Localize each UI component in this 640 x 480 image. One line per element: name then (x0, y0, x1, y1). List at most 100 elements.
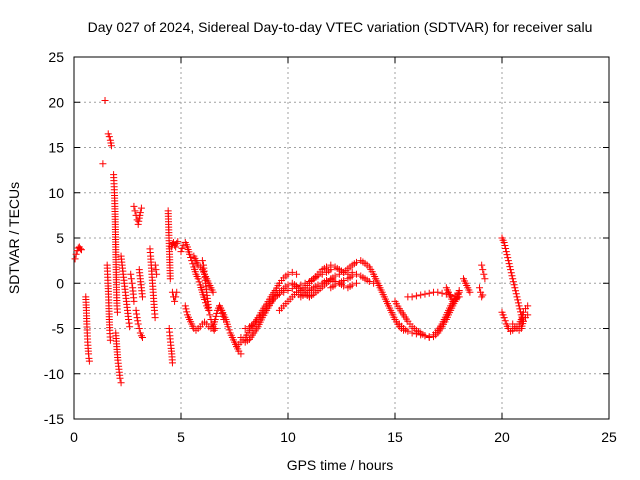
data-point (209, 288, 217, 296)
x-tick-label: 15 (387, 429, 403, 445)
data-point (151, 261, 159, 269)
data-point (187, 253, 195, 261)
data-point (327, 261, 335, 269)
data-point (152, 266, 160, 274)
data-point (434, 288, 442, 296)
data-point (288, 268, 296, 276)
data-point (107, 142, 115, 150)
data-point (323, 263, 331, 271)
data-point (502, 245, 510, 253)
data-point (280, 288, 288, 296)
chart-title: Day 027 of 2024, Sidereal Day-to-day VTE… (88, 19, 593, 35)
data-point (500, 314, 508, 322)
data-point (189, 260, 197, 268)
data-point (514, 296, 522, 304)
data-point (519, 308, 527, 316)
data-point (137, 332, 145, 340)
data-point (293, 270, 301, 278)
y-axis-label: SDTVAR / TECUs (6, 182, 22, 294)
data-point (225, 326, 233, 334)
data-point (71, 255, 79, 263)
data-point (134, 317, 142, 325)
data-point (153, 270, 161, 278)
data-point (224, 323, 232, 331)
data-point (72, 250, 80, 258)
data-point (198, 257, 206, 265)
data-point (513, 293, 521, 301)
data-point (481, 275, 489, 283)
data-point (172, 243, 180, 251)
data-point (284, 286, 292, 294)
x-tick-label: 25 (601, 429, 617, 445)
data-point (212, 312, 220, 320)
data-point (207, 315, 215, 323)
data-point (503, 251, 511, 259)
data-point (421, 290, 429, 298)
data-point (183, 308, 191, 316)
data-point (506, 263, 514, 271)
data-point (524, 311, 532, 319)
data-point (331, 272, 339, 280)
data-point (125, 319, 133, 327)
data-point (508, 272, 516, 280)
data-point (137, 204, 145, 212)
data-point (480, 270, 488, 278)
x-tick-label: 10 (280, 429, 296, 445)
y-tick-label: 5 (56, 230, 64, 246)
data-point (138, 293, 146, 301)
data-point (177, 248, 185, 256)
data-point (514, 299, 522, 307)
data-point (476, 284, 484, 292)
data-point (125, 315, 133, 323)
data-point (136, 209, 144, 217)
data-point (138, 334, 146, 342)
data-point (210, 326, 218, 334)
data-point (186, 250, 194, 258)
data-point (438, 289, 446, 297)
data-point (370, 279, 378, 287)
data-point (466, 288, 474, 296)
y-tick-label: -15 (44, 411, 64, 427)
data-point (173, 239, 181, 247)
data-point (524, 302, 532, 310)
data-point (275, 290, 283, 298)
data-point (425, 289, 433, 297)
data-point (166, 275, 174, 283)
data-point (417, 331, 425, 339)
data-point (134, 320, 142, 328)
data-point (208, 320, 216, 328)
data-point (515, 302, 523, 310)
data-point (284, 270, 292, 278)
data-point (352, 258, 360, 266)
data-point (132, 306, 140, 314)
data-point (479, 266, 487, 274)
data-point (135, 325, 143, 332)
data-point (128, 279, 136, 287)
data-point (348, 272, 356, 280)
data-point (206, 311, 214, 319)
data-point (182, 305, 190, 313)
data-point (130, 202, 138, 210)
data-point (173, 288, 181, 296)
data-point (195, 278, 203, 286)
data-point (201, 296, 209, 304)
data-point (211, 325, 219, 332)
data-point (507, 266, 515, 274)
data-point (348, 281, 356, 289)
data-point (454, 290, 462, 298)
data-point (76, 245, 84, 253)
data-point (168, 359, 176, 367)
y-tick-label: 25 (48, 49, 64, 65)
data-point (130, 297, 138, 305)
data-point (288, 285, 296, 293)
y-tick-label: -5 (52, 321, 65, 337)
data-point (133, 310, 141, 318)
data-point (455, 286, 463, 294)
marker-layer (71, 96, 532, 387)
data-point (85, 357, 93, 365)
y-tick-label: 10 (48, 185, 64, 201)
data-point (134, 220, 142, 228)
data-point (501, 317, 509, 325)
